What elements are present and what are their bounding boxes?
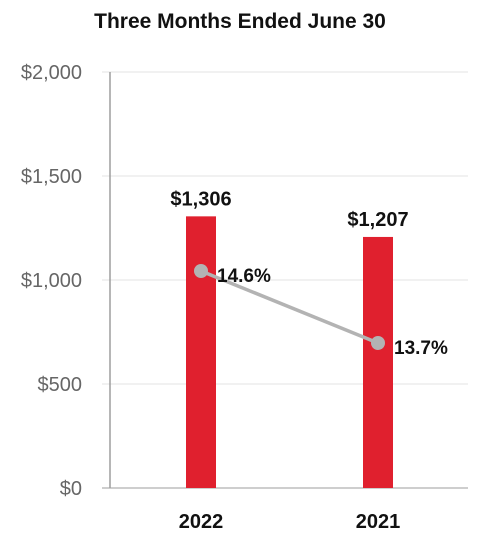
x-category-label-2022: 2022 <box>179 511 224 533</box>
y-tick-label-2000: $2,000 <box>21 62 82 84</box>
y-tick-label-500: $500 <box>38 374 83 396</box>
y-tick-label-1500: $1,500 <box>21 166 82 188</box>
y-tick-label-1000: $1,000 <box>21 270 82 292</box>
margin-point-2022 <box>194 264 208 278</box>
bar-2021 <box>363 236 393 488</box>
x-category-label-2021: 2021 <box>356 511 401 533</box>
y-tick-label-0: $0 <box>60 478 82 500</box>
bar-2022 <box>186 216 216 489</box>
margin-label-2021: 13.7% <box>394 338 448 359</box>
bar-value-label-2022: $1,306 <box>170 188 231 210</box>
margin-label-2022: 14.6% <box>217 266 271 287</box>
margin-point-2021 <box>371 336 385 350</box>
chart-title: Three Months Ended June 30 <box>94 10 386 33</box>
bar-value-label-2021: $1,207 <box>347 209 408 231</box>
margin-line <box>200 269 379 345</box>
